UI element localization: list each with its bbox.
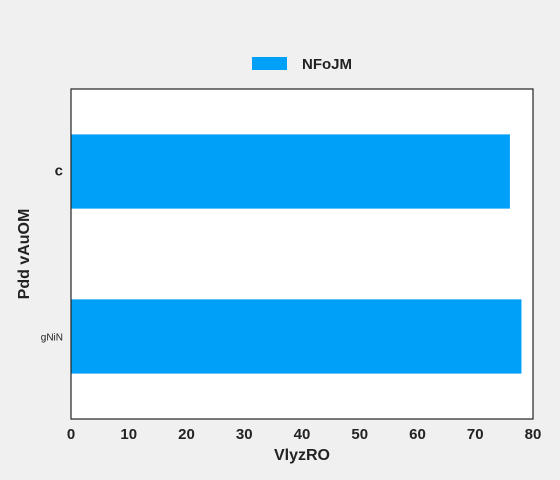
x-tick-label: 30 [236, 426, 253, 443]
plot-frame [70, 88, 534, 420]
x-tick-label: 70 [467, 426, 484, 443]
legend: NFoJM [252, 56, 352, 73]
bar-c [71, 134, 510, 209]
x-axis-ticks: 0 10 20 30 40 50 60 70 80 [67, 426, 542, 443]
x-tick-label: 80 [525, 426, 542, 443]
y-tick-label: c [55, 163, 63, 180]
x-tick-label: 10 [120, 426, 137, 443]
x-tick-label: 60 [409, 426, 426, 443]
y-axis-title: Pdd vAuOM [16, 209, 33, 300]
legend-swatch [252, 57, 287, 70]
bars [71, 134, 522, 374]
y-tick-label: gNiN [41, 333, 63, 344]
bar-gNiN [71, 299, 522, 374]
x-axis-title: VlyzRO [274, 447, 330, 464]
x-tick-label: 0 [67, 426, 75, 443]
y-axis-ticks: c gNiN [41, 163, 63, 344]
x-tick-label: 20 [178, 426, 195, 443]
x-tick-label: 40 [294, 426, 311, 443]
legend-label: NFoJM [302, 56, 352, 73]
x-tick-label: 50 [351, 426, 368, 443]
